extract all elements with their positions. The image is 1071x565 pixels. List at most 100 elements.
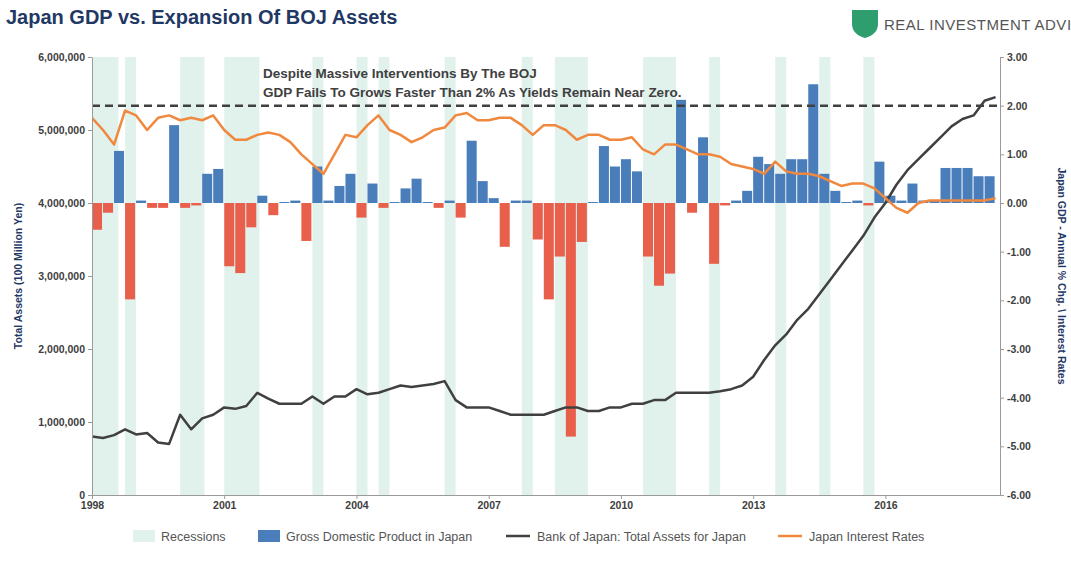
tick: -5.00 xyxy=(1000,440,1031,452)
tick-label: 2004 xyxy=(345,499,369,511)
recession-band xyxy=(555,57,588,495)
tick-mark xyxy=(753,495,754,499)
tick-label: 2001 xyxy=(213,499,237,511)
y2-axis: -6.00-5.00-4.00-3.00-2.00-1.000.001.002.… xyxy=(1000,51,1031,501)
tick-mark xyxy=(92,495,93,499)
gdp-bar xyxy=(841,202,851,204)
tick: -3.00 xyxy=(1000,343,1031,355)
gdp-bar xyxy=(555,203,565,257)
tick-mark xyxy=(1000,154,1004,155)
gdp-bar xyxy=(401,188,411,203)
recession-band xyxy=(224,57,259,495)
logo: REAL INVESTMENT ADVICE xyxy=(852,10,1071,38)
gdp-bar xyxy=(390,202,400,204)
tick: 2016 xyxy=(874,495,898,511)
tick-mark xyxy=(1000,398,1004,399)
line-series xyxy=(92,111,996,213)
tick: 2013 xyxy=(742,495,766,511)
gdp-bar xyxy=(808,84,818,203)
tick-mark xyxy=(88,422,92,423)
tick-mark xyxy=(356,495,357,499)
y-axis-line xyxy=(92,58,93,496)
gdp-bar xyxy=(731,201,741,203)
gdp-bar xyxy=(323,201,333,203)
gdp-bar xyxy=(158,203,168,208)
gdp-bar xyxy=(334,186,344,203)
tick-mark xyxy=(1000,300,1004,301)
gdp-bar xyxy=(974,176,984,203)
plot-area xyxy=(92,57,1000,495)
gdp-bar xyxy=(224,203,234,266)
tick: 3,000,000 xyxy=(38,270,92,282)
tick-label: -5.00 xyxy=(1007,440,1031,452)
tick-mark xyxy=(885,495,886,499)
gdp-bar xyxy=(566,203,576,437)
tick: 5,000,000 xyxy=(38,124,92,136)
tick-mark xyxy=(88,130,92,131)
gdp-bar xyxy=(423,202,433,204)
tick-label: 5,000,000 xyxy=(38,124,85,136)
gdp-bar xyxy=(577,203,587,242)
tick-mark xyxy=(88,349,92,350)
gdp-bar xyxy=(632,171,642,203)
gdp-bar xyxy=(742,191,752,203)
gdp-bar xyxy=(290,201,300,203)
gdp-bar xyxy=(103,203,113,213)
legend-item: Gross Domestic Product in Japan xyxy=(258,530,472,544)
x-axis: 1998200120042007201020132016 xyxy=(81,495,1001,511)
gdp-bar xyxy=(709,203,719,264)
gdp-bar xyxy=(698,137,708,203)
gdp-bar xyxy=(180,203,190,208)
tick: 2001 xyxy=(213,495,237,511)
tick-mark xyxy=(1000,349,1004,350)
gdp-bar xyxy=(456,203,466,218)
chart-container: 199820012004200720102013201601,000,0002,… xyxy=(0,0,1071,565)
tick-mark xyxy=(621,495,622,499)
tick-label: 1,000,000 xyxy=(38,416,85,428)
tick: -2.00 xyxy=(1000,294,1031,306)
tick-label: 1.00 xyxy=(1007,148,1028,160)
recession-band xyxy=(709,57,720,495)
tick: 6,000,000 xyxy=(38,51,92,63)
gdp-bar xyxy=(599,146,609,203)
gdp-bar xyxy=(676,100,686,203)
y-axis-title: Total Assets (100 Million Yen) xyxy=(12,203,24,349)
legend-label: Bank of Japan: Total Assets for Japan xyxy=(537,530,746,544)
gdp-bar xyxy=(445,201,455,203)
recession-band xyxy=(522,57,533,495)
tick-label: 2013 xyxy=(742,499,766,511)
tick-label: 2007 xyxy=(478,499,502,511)
gdp-bar xyxy=(753,157,763,203)
recession-band xyxy=(819,57,830,495)
gdp-bar xyxy=(356,203,366,218)
gdp-bar xyxy=(147,203,157,208)
tick: 1,000,000 xyxy=(38,416,92,428)
tick-label: 2016 xyxy=(874,499,898,511)
gdp-bar xyxy=(191,203,201,205)
tick-mark xyxy=(1000,252,1004,253)
tick: -1.00 xyxy=(1000,246,1031,258)
chart-svg: 199820012004200720102013201601,000,0002,… xyxy=(0,0,1071,565)
gdp-bar xyxy=(434,203,444,208)
gdp-bar xyxy=(643,203,653,257)
legend: RecessionsGross Domestic Product in Japa… xyxy=(133,530,924,544)
gdp-bar xyxy=(830,191,840,203)
gdp-bar xyxy=(467,141,477,203)
tick-mark xyxy=(88,276,92,277)
tick-mark xyxy=(489,495,490,499)
recession-bands xyxy=(92,57,874,495)
gdp-bar xyxy=(665,203,675,274)
gdp-bar xyxy=(412,179,422,203)
tick: -4.00 xyxy=(1000,392,1031,404)
gdp-bar xyxy=(511,201,521,203)
tick: 2004 xyxy=(345,495,369,511)
legend-swatch xyxy=(506,535,530,538)
gdp-bar xyxy=(246,203,256,227)
recession-band xyxy=(775,57,786,495)
gdp-bar xyxy=(797,159,807,203)
recession-band xyxy=(863,57,874,495)
gdp-bar xyxy=(125,203,135,299)
tick-mark xyxy=(1000,446,1004,447)
tick-mark xyxy=(88,495,92,496)
gdp-bar xyxy=(544,203,554,299)
